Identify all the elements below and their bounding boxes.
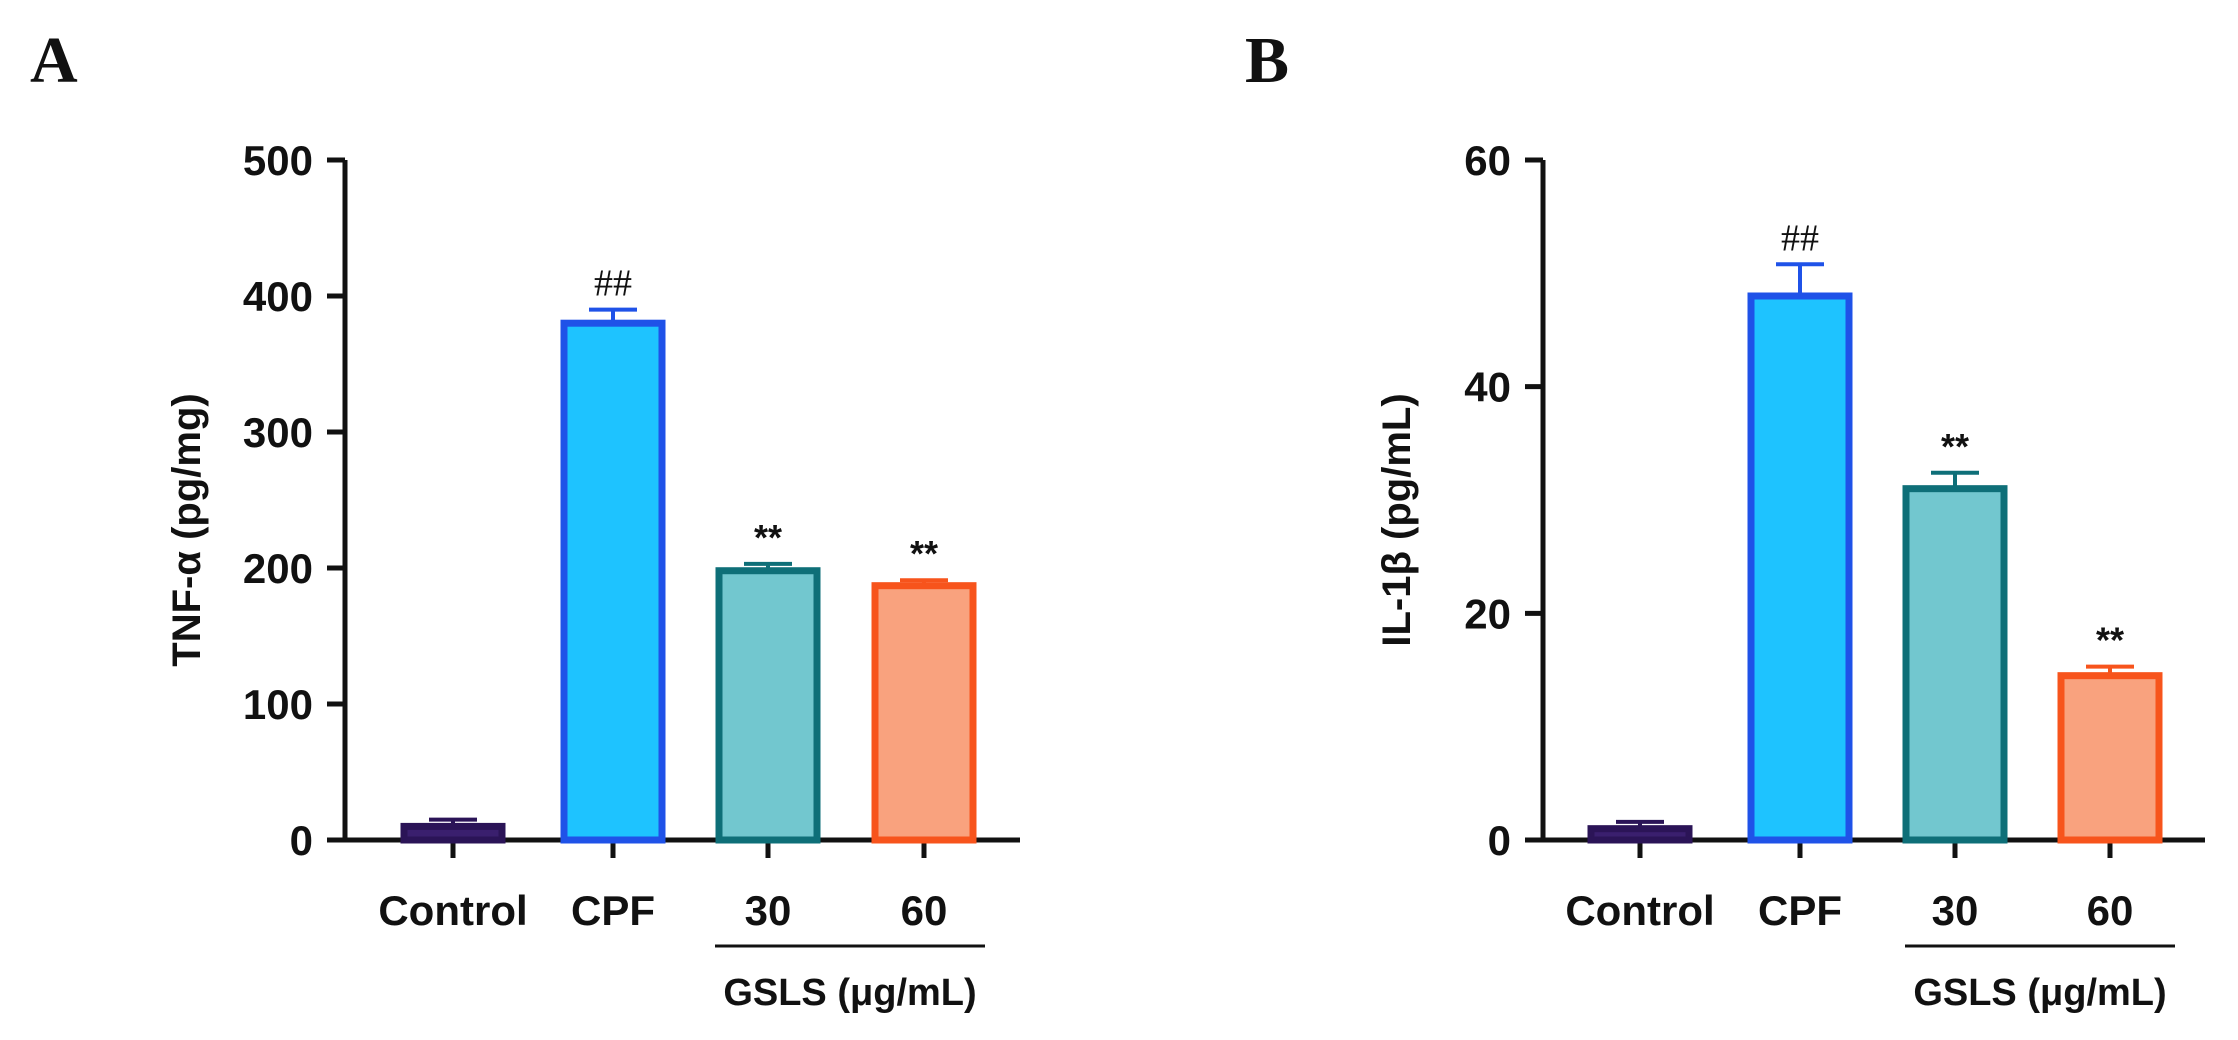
panel-a-x-tick-label: CPF	[571, 887, 655, 934]
panel-b-y-axis-title: IL-1β (pg/mL)	[1375, 393, 1419, 646]
panel-b-chart: B IL-1β (pg/mL) GSLS (μg/mL) 0 20 40 60 Cont…	[1245, 24, 2205, 1014]
panel-a-bar-cpf	[560, 319, 666, 844]
panel-b-bar-control	[1587, 825, 1693, 844]
panel-b-letter: B	[1245, 24, 1289, 97]
panel-a-bar-30	[715, 567, 821, 844]
panel-a-y-tick-label: 400	[243, 273, 313, 320]
panel-b-x-tick-label: 30	[1932, 887, 1979, 934]
panel-a-y-tick-label: 300	[243, 409, 313, 456]
panel-b-significance-label: ##	[1781, 217, 1819, 259]
panel-b-y-tick-label: 60	[1464, 137, 1511, 184]
panel-a-bar-60	[871, 582, 977, 844]
panel-b-x-tick-label: CPF	[1758, 887, 1842, 934]
panel-a-x-tick-label: 30	[745, 887, 792, 934]
panel-a-y-axis-title: TNF-α (pg/mg)	[165, 393, 209, 666]
panel-a-x-tick-label: 60	[901, 887, 948, 934]
panel-a-significance-label: **	[754, 517, 782, 558]
panel-a-significance-label: ##	[594, 263, 632, 305]
panel-a-group-label: GSLS (μg/mL)	[723, 972, 976, 1014]
panel-a-letter: A	[30, 24, 78, 97]
panel-a-y-tick-label: 0	[290, 817, 313, 864]
panel-b-bar-60	[2057, 672, 2163, 844]
panel-a-significance-label: **	[910, 533, 938, 574]
panel-a-y-tick-label: 100	[243, 681, 313, 728]
panel-b-group-label: GSLS (μg/mL)	[1913, 972, 2166, 1014]
panel-a-x-tick-label: Control	[378, 887, 527, 934]
panel-a-y-tick-label: 200	[243, 545, 313, 592]
panel-b-significance-label: **	[1941, 426, 1969, 467]
panel-a-y-tick-label: 500	[243, 137, 313, 184]
panel-b-y-tick-label: 0	[1488, 817, 1511, 864]
panel-b-x-tick-label: Control	[1565, 887, 1714, 934]
panel-b-bar-cpf	[1747, 292, 1853, 844]
panel-a-bar-control	[400, 822, 506, 844]
panel-b-significance-label: **	[2096, 620, 2124, 661]
panel-b-x-tick-label: 60	[2087, 887, 2134, 934]
panel-b-y-tick-label: 40	[1464, 364, 1511, 411]
panel-b-y-tick-label: 20	[1464, 590, 1511, 637]
panel-b-bar-30	[1902, 485, 2008, 844]
panel-a-chart: A TNF-α (pg/mg) GSLS (μg/mL) 0 100 200 300 4…	[30, 24, 1020, 1014]
